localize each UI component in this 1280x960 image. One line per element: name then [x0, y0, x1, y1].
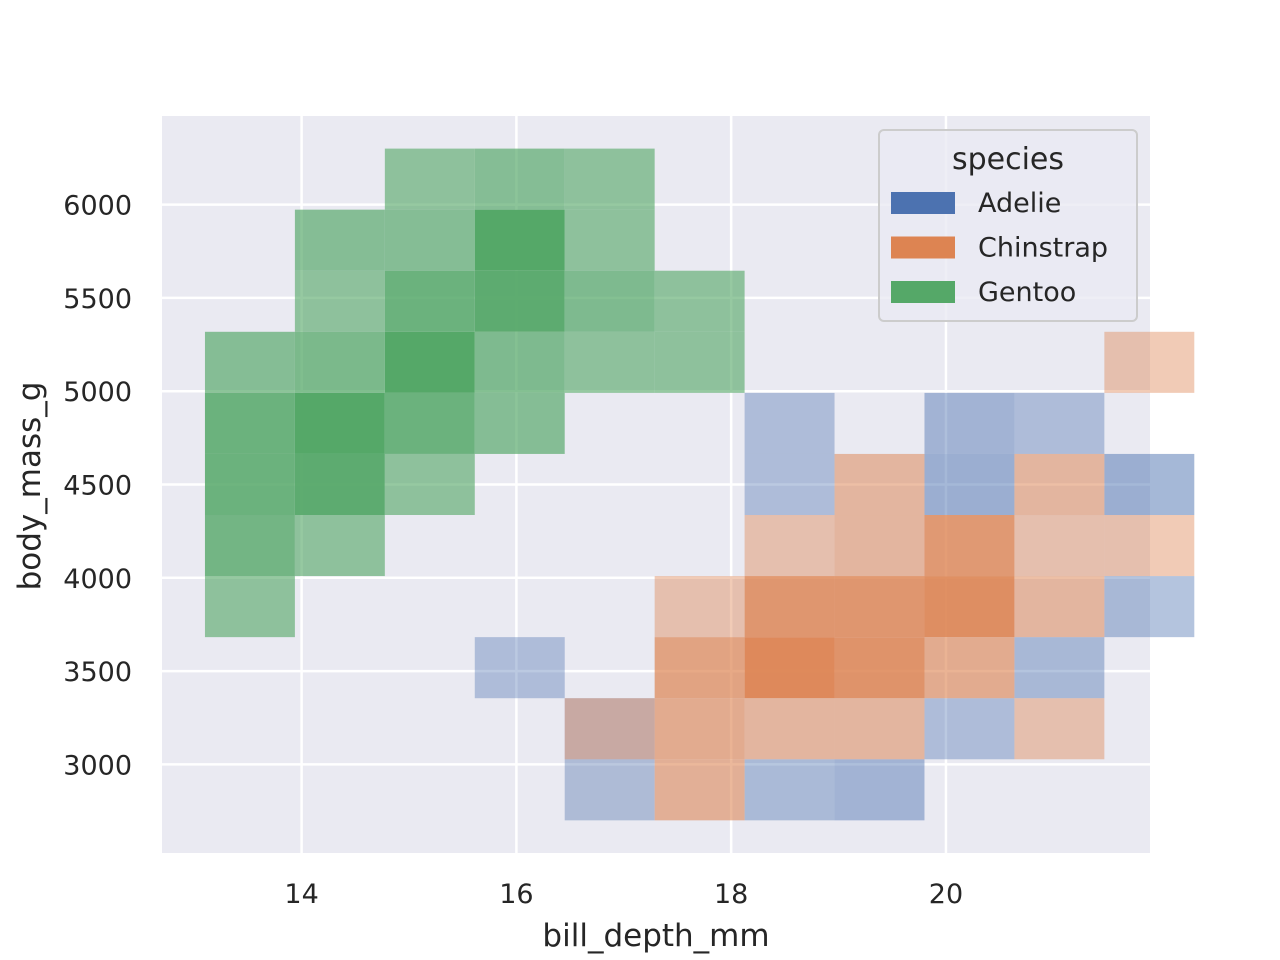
heatmap-cell [744, 576, 835, 638]
heatmap-cell [744, 698, 835, 760]
heatmap-cell [1014, 637, 1105, 699]
heatmap-cell [564, 698, 655, 760]
heatmap-cell [744, 453, 835, 516]
heatmap-cell [834, 576, 925, 638]
heatmap-cell [204, 453, 295, 516]
heatmap-cell [384, 331, 475, 393]
heatmap-cell [744, 759, 835, 821]
legend-label-adelie: Adelie [978, 188, 1061, 219]
heatmap-cell [294, 515, 385, 577]
heatmap-cell [924, 698, 1015, 760]
heatmap-cell [384, 209, 475, 271]
heatmap-cell [1104, 331, 1195, 393]
x-axis-label: bill_depth_mm [542, 918, 769, 954]
legend: species Adelie Chinstrap Gentoo [878, 129, 1138, 322]
heatmap-cell [654, 576, 745, 638]
x-tick-label: 16 [499, 879, 533, 910]
heatmap-cell [654, 637, 745, 699]
x-tick-label: 20 [929, 879, 963, 910]
heatmap-cell [834, 759, 925, 821]
legend-swatch-chinstrap [891, 236, 955, 259]
y-tick-label: 4000 [63, 564, 132, 595]
heatmap-cell [744, 392, 835, 454]
heatmap-cell [474, 209, 565, 271]
heatmap-cell [384, 270, 475, 332]
series-adelie [474, 392, 1195, 821]
heatmap-cell [204, 331, 295, 393]
heatmap-cell [294, 453, 385, 516]
heatmap-cell [564, 148, 655, 210]
series-gentoo [204, 148, 745, 638]
heatmap-cell [834, 698, 925, 760]
heatmap-cell [564, 698, 655, 760]
heatmap-cell [654, 331, 745, 393]
heatmap-cell [294, 270, 385, 332]
legend-swatch-gentoo [891, 281, 955, 303]
heatmap-cell [744, 515, 835, 577]
y-tick-label: 4500 [63, 471, 132, 502]
heatmap-cell [1014, 576, 1105, 638]
heatmap-cell [384, 148, 475, 210]
heatmap-cell [474, 270, 565, 332]
heatmap-cells [204, 148, 1195, 821]
y-axis-label: body_mass_g [12, 382, 48, 591]
heatmap-cell [204, 515, 295, 577]
heatmap-cell [1014, 453, 1105, 516]
heatmap-cell [294, 331, 385, 393]
y-tick-label: 5000 [63, 377, 132, 408]
y-tick-label: 5500 [63, 284, 132, 315]
heatmap-cell [834, 637, 925, 699]
heatmap-cell [1104, 453, 1195, 516]
legend-swatch-adelie [891, 192, 955, 214]
heatmap-cell [924, 576, 1015, 638]
heatmap-cell [924, 515, 1015, 577]
heatmap-cell [384, 392, 475, 454]
heatmap-cell [924, 453, 1015, 516]
legend-items: Adelie Chinstrap Gentoo [891, 188, 1108, 308]
heatmap-cell [294, 209, 385, 271]
heatmap-cell [474, 637, 565, 699]
heatmap-cell [1014, 698, 1105, 760]
heatmap-cell [1104, 576, 1195, 638]
heatmap-cell [654, 698, 745, 760]
legend-box [878, 129, 1138, 322]
x-tick-labels: 14 16 18 20 [284, 879, 963, 910]
series-chinstrap [564, 331, 1195, 821]
heatmap-cell [924, 392, 1015, 454]
heatmap-cell [564, 759, 655, 821]
x-tick-label: 14 [284, 879, 318, 910]
heatmap-cell [474, 331, 565, 393]
heatmap-cell [1104, 515, 1195, 577]
legend-title: species [952, 142, 1064, 177]
heatmap-cell [1014, 392, 1105, 454]
y-tick-labels: 3000 3500 4000 4500 5000 5500 6000 [63, 191, 132, 782]
heatmap-cell [834, 453, 925, 516]
heatmap-cell [924, 637, 1015, 699]
heatmap-cell [564, 209, 655, 271]
heatmap-cell [565, 759, 655, 820]
heatmap-cell [834, 515, 925, 577]
heatmap-cell [744, 637, 835, 699]
legend-label-gentoo: Gentoo [978, 277, 1076, 308]
heatmap-cell [384, 453, 475, 516]
heatmap-cell [564, 331, 655, 393]
y-tick-label: 3000 [63, 750, 132, 781]
legend-label-chinstrap: Chinstrap [978, 233, 1108, 264]
heatmap-cell [204, 392, 295, 454]
heatmap-cell [474, 392, 565, 454]
heatmap-cell [564, 270, 655, 332]
heatmap-cell [1014, 515, 1105, 577]
y-tick-label: 3500 [63, 657, 132, 688]
heatmap-cell [654, 759, 745, 821]
heatmap-cell [294, 392, 385, 454]
heatmap-cell [474, 148, 565, 210]
y-tick-label: 6000 [63, 191, 132, 222]
heatmap-cell [204, 576, 295, 638]
x-tick-label: 18 [714, 879, 748, 910]
heatmap-cell [654, 270, 745, 332]
